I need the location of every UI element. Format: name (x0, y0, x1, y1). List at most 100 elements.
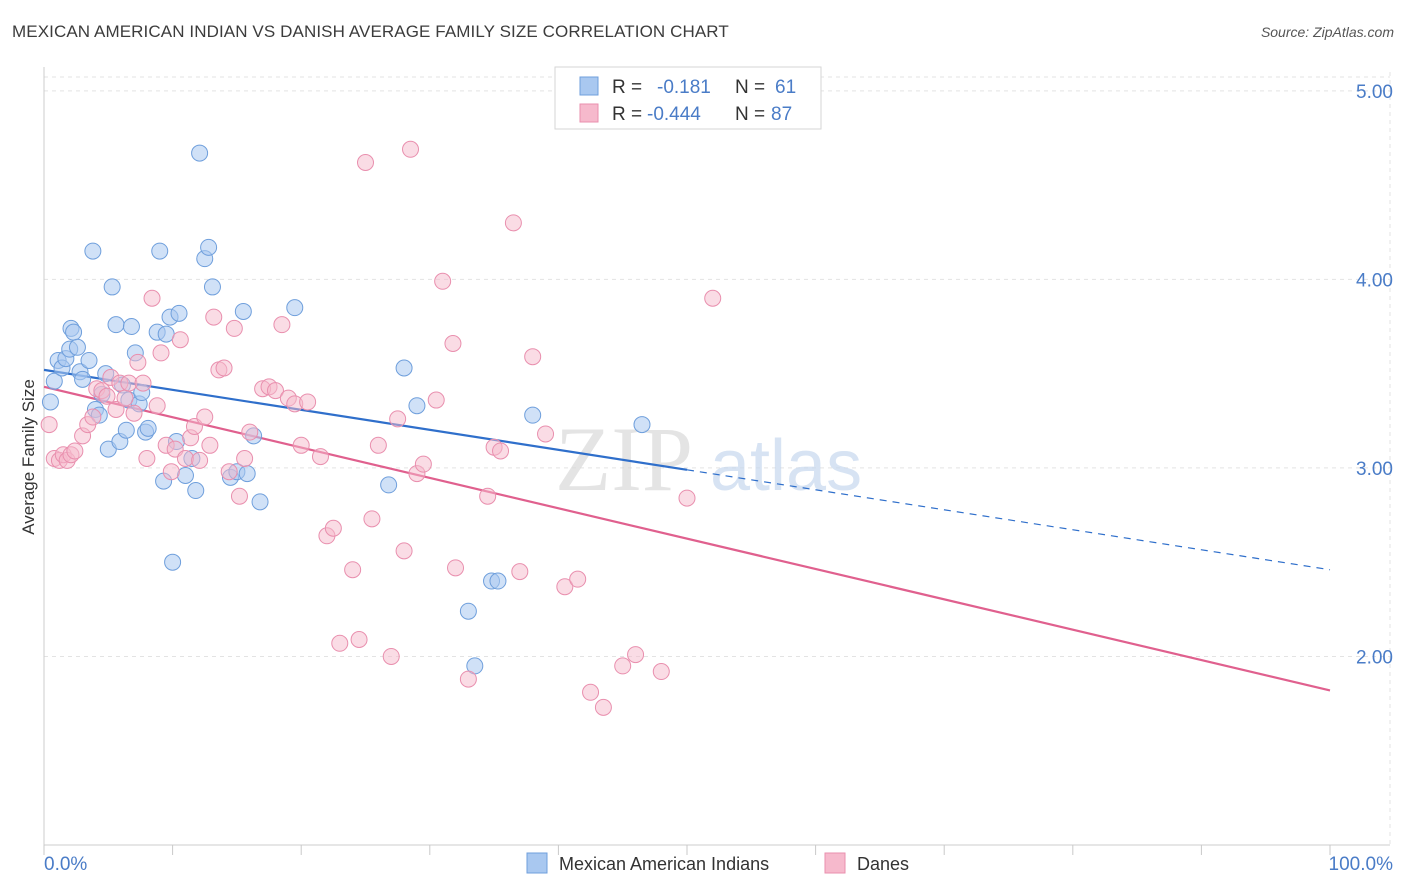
data-point-blue (103, 278, 121, 296)
data-point-pink (236, 450, 254, 467)
data-point-pink (395, 542, 413, 560)
data-point-pink (107, 400, 125, 418)
row2-r-label: R = (612, 104, 642, 125)
trend-line-blue-dashed (686, 469, 1331, 571)
data-point-pink (331, 634, 349, 652)
stats-legend-swatch-pink (579, 103, 599, 123)
stats-legend-frame (554, 66, 822, 130)
watermark-atlas: atlas (710, 426, 862, 506)
data-point-pink (230, 487, 248, 505)
data-point-pink (434, 272, 452, 290)
y-tick-label: 2.00 (1356, 647, 1393, 668)
data-point-pink (357, 153, 374, 171)
data-point-pink (138, 450, 156, 467)
data-point-pink (344, 561, 362, 579)
data-point-pink (266, 382, 284, 400)
stats-legend: R = -0.181 N = 61 R = -0.444 N = 87 (554, 66, 822, 130)
data-point-pink (447, 559, 465, 577)
data-point-pink (84, 408, 102, 426)
x-tick-label: 100.0% (1329, 854, 1394, 875)
data-point-pink (225, 319, 243, 337)
stats-legend-swatch-blue (579, 76, 599, 96)
data-point-pink (273, 316, 291, 334)
data-point-blue (65, 323, 83, 341)
data-point-pink (414, 455, 432, 473)
bottom-legend-swatch-pink (824, 852, 846, 874)
y-tick-label: 4.00 (1356, 270, 1393, 291)
data-point-blue (164, 553, 182, 571)
grid-lines (44, 72, 1391, 845)
row1-r-label: R = (612, 77, 642, 98)
series-danes (40, 140, 722, 716)
data-point-pink (556, 578, 574, 596)
data-point-pink (66, 442, 84, 460)
data-point-pink (148, 397, 166, 415)
data-point-blue (191, 144, 209, 162)
data-point-blue (45, 372, 63, 390)
data-point-pink (220, 463, 238, 481)
data-point-pink (120, 374, 138, 392)
data-point-pink (427, 391, 445, 409)
data-point-pink (116, 389, 134, 407)
y-axis-title: Average Family Size (19, 379, 38, 535)
data-point-pink (479, 487, 497, 505)
data-point-pink (511, 563, 529, 581)
data-point-pink (143, 289, 161, 307)
data-point-blue (200, 238, 218, 256)
data-point-blue (459, 602, 477, 620)
data-point-pink (196, 408, 214, 426)
data-point-pink (594, 698, 612, 716)
data-point-pink (162, 463, 180, 481)
data-point-pink (369, 436, 387, 454)
data-point-pink (215, 359, 233, 377)
data-point-pink (389, 410, 407, 428)
data-point-blue (84, 242, 102, 260)
data-point-blue (80, 351, 98, 369)
data-point-pink (363, 510, 381, 528)
data-point-pink (152, 344, 170, 362)
data-point-pink (176, 450, 194, 467)
data-point-blue (157, 325, 175, 343)
data-point-pink (350, 630, 368, 648)
source-label: Source: ZipAtlas.com (1260, 24, 1394, 40)
data-point-pink (569, 570, 587, 588)
data-point-blue (633, 416, 651, 434)
data-point-pink (582, 683, 600, 701)
data-point-blue (395, 359, 413, 377)
row1-n-value: 61 (775, 77, 796, 98)
row1-r-value: -0.181 (657, 77, 711, 98)
data-point-blue (251, 493, 269, 511)
data-point-pink (459, 670, 477, 688)
y-tick-label: 5.00 (1356, 82, 1393, 103)
data-point-pink (402, 140, 420, 158)
data-point-blue (170, 304, 188, 322)
data-point-blue (68, 338, 86, 356)
data-point-pink (134, 374, 152, 392)
data-point-pink (125, 404, 143, 422)
data-point-blue (107, 316, 125, 334)
data-point-blue (122, 318, 140, 336)
chart-title: MEXICAN AMERICAN INDIAN VS DANISH AVERAG… (12, 22, 729, 41)
data-point-pink (504, 214, 522, 232)
data-point-pink (678, 489, 696, 507)
trend-line-blue (43, 368, 688, 471)
data-point-pink (299, 393, 317, 411)
row1-n-label: N = (735, 77, 765, 98)
data-point-pink (492, 442, 510, 460)
data-point-pink (311, 448, 329, 466)
data-point-blue (151, 242, 169, 260)
data-point-blue (238, 465, 256, 483)
data-point-pink (40, 416, 58, 434)
row2-n-label: N = (735, 104, 765, 125)
data-point-pink (444, 334, 462, 352)
data-point-blue (286, 299, 304, 317)
data-point-blue (41, 393, 59, 411)
data-point-blue (489, 572, 507, 590)
data-point-pink (704, 289, 722, 307)
row2-n-value: 87 (771, 104, 792, 125)
data-point-pink (652, 663, 670, 681)
data-point-pink (537, 425, 555, 443)
data-point-blue (203, 278, 221, 296)
x-tick-label: 0.0% (44, 854, 87, 875)
